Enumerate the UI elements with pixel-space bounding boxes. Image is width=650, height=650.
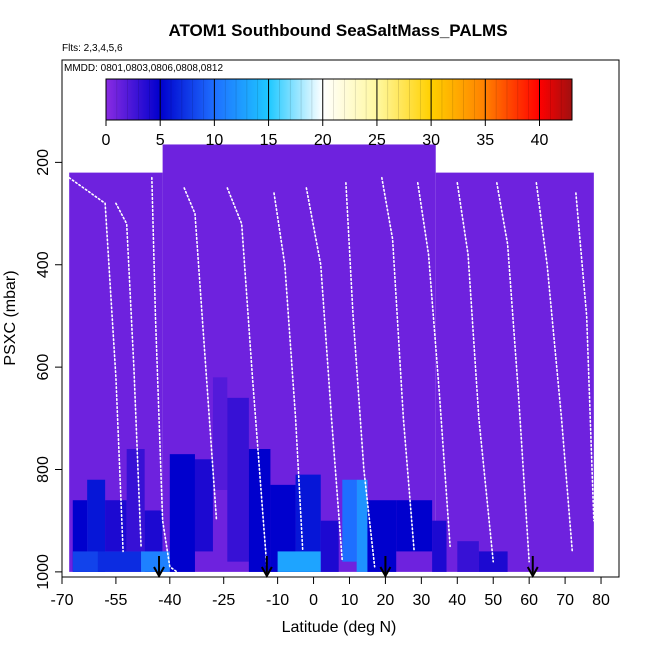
plot-frame	[61, 59, 620, 578]
heatmap-cell	[212, 377, 228, 490]
x-tick-label: 0	[309, 592, 318, 609]
heatmap-cell	[432, 520, 447, 572]
y-tick-label: 200	[35, 149, 52, 176]
heatmap-cell	[141, 551, 170, 572]
x-tick-label: 70	[556, 592, 574, 609]
x-tick-label: -70	[50, 592, 73, 609]
colorbar-tick-label: 40	[531, 132, 549, 149]
y-tick-label: 1000	[35, 554, 52, 590]
x-tick-label: 30	[412, 592, 430, 609]
colorbar-tick-label: 5	[156, 132, 165, 149]
x-tick-label: -55	[104, 592, 127, 609]
heatmap-cell	[342, 479, 357, 562]
flight-track	[381, 176, 415, 553]
y-axis-label: PSXC (mbar)	[2, 270, 19, 365]
colorbar-tick-label: 0	[102, 132, 111, 149]
x-tick-label: -25	[212, 592, 235, 609]
flight-track	[345, 182, 376, 568]
flight-track	[183, 187, 218, 522]
heatmap-cell	[277, 551, 321, 572]
heatmap-cell	[72, 551, 98, 572]
flight-track	[496, 182, 530, 563]
heatmap-cell	[227, 397, 249, 562]
heatmap-domain	[435, 172, 594, 572]
surface-arrow	[526, 556, 539, 579]
colorbar-tick-label: 25	[368, 132, 386, 149]
x-tick-label: -10	[266, 592, 289, 609]
flight-track	[305, 187, 344, 563]
flight-track	[226, 187, 268, 568]
heatmap-cell	[457, 541, 479, 572]
flight-track	[575, 192, 595, 522]
heatmap-cell	[194, 459, 213, 552]
surface-arrow	[379, 556, 392, 579]
x-axis: -70 -55 -40 -25 -10 0 10 20 30 40 50 60 70 80	[50, 577, 610, 609]
x-tick-label: 80	[592, 592, 610, 609]
colorbar-gradient	[105, 78, 573, 121]
heatmap-cell	[248, 449, 271, 572]
flight-track	[416, 182, 451, 548]
colorbar-tick-label: 15	[260, 132, 278, 149]
dates-note: MMDD: 0801,0803,0806,0808,0812	[64, 63, 223, 74]
x-axis-label: Latitude (deg N)	[282, 619, 397, 636]
heatmap-cell	[87, 479, 106, 572]
chart-title: ATOM1 Southbound SeaSaltMass_PALMS	[168, 21, 507, 40]
colorbar-tick-label: 20	[314, 132, 332, 149]
heatmap-cell	[396, 500, 433, 552]
x-tick-label: 10	[341, 592, 359, 609]
x-tick-label: -40	[158, 592, 181, 609]
heatmap-cell	[126, 449, 145, 552]
heatmap-cell	[169, 454, 195, 572]
flight-track	[273, 192, 304, 553]
surface-arrow	[260, 556, 273, 579]
surface-arrow	[153, 556, 165, 579]
flights-note: Flts: 2,3,4,5,6	[62, 43, 123, 54]
colorbar-tick-label: 30	[422, 132, 440, 149]
y-tick-label: 400	[35, 251, 52, 278]
flight-track	[535, 182, 574, 553]
colorbar-tick-label: 35	[476, 132, 494, 149]
flight-track	[68, 176, 124, 553]
x-tick-label: 20	[377, 592, 395, 609]
x-tick-label: 40	[448, 592, 466, 609]
heatmap-cell	[367, 500, 397, 572]
colorbar: 0 5 10 15 20 25 30 35 40	[102, 78, 573, 149]
heatmap-cell	[356, 479, 368, 572]
flight-track	[456, 182, 495, 563]
colorbar-tick-label: 10	[205, 132, 223, 149]
y-tick-label: 800	[35, 456, 52, 483]
flight-track	[151, 176, 178, 573]
heatmap-cell	[97, 551, 142, 572]
flight-tracks	[68, 176, 595, 573]
x-tick-label: 60	[520, 592, 538, 609]
surface-arrows	[153, 556, 539, 579]
flight-track	[115, 202, 142, 548]
plot-area	[69, 144, 594, 572]
heatmap-cell	[320, 520, 339, 572]
x-tick-label: 50	[484, 592, 502, 609]
y-axis: 200 400 600 800 1000	[35, 149, 62, 590]
y-tick-label: 600	[35, 354, 52, 381]
